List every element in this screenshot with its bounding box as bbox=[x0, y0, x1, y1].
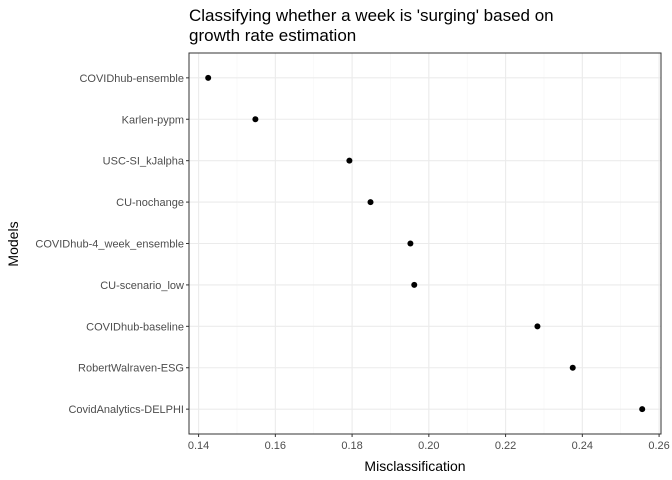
y-tick-label: COVIDhub-baseline bbox=[86, 321, 184, 333]
y-tick-label: CU-scenario_low bbox=[100, 280, 184, 292]
data-point bbox=[367, 199, 374, 206]
data-point bbox=[205, 74, 212, 81]
data-points bbox=[205, 74, 646, 413]
data-point bbox=[639, 406, 646, 413]
data-point bbox=[346, 157, 353, 164]
x-tick-label: 0.26 bbox=[648, 440, 669, 452]
x-tick-label: 0.20 bbox=[418, 440, 439, 452]
x-tick-label: 0.18 bbox=[341, 440, 362, 452]
y-tick-label: USC-SI_kJalpha bbox=[103, 156, 185, 168]
chart-title-line-1: Classifying whether a week is 'surging' … bbox=[189, 6, 554, 25]
y-tick-label: RobertWalraven-ESG bbox=[78, 363, 184, 375]
y-tick-label: CU-nochange bbox=[116, 197, 184, 209]
x-tick-label: 0.24 bbox=[572, 440, 593, 452]
y-axis-label: Models bbox=[5, 221, 21, 266]
data-point bbox=[252, 116, 259, 123]
x-tick-label: 0.22 bbox=[495, 440, 516, 452]
y-tick-label: COVIDhub-4_week_ensemble bbox=[35, 239, 184, 251]
x-axis-label: Misclassification bbox=[364, 458, 465, 474]
y-tick-label: CovidAnalytics-DELPHI bbox=[68, 404, 184, 416]
data-point bbox=[411, 281, 418, 288]
panel-border bbox=[188, 52, 662, 435]
y-axis-tick-labels: COVIDhub-ensemble Karlen-pypm USC-SI_kJalp… bbox=[35, 73, 189, 416]
data-point bbox=[569, 364, 576, 371]
y-tick-label: COVIDhub-ensemble bbox=[79, 73, 184, 85]
x-axis-tick-labels: 0.14 0.16 0.18 0.20 0.22 0.24 0.26 bbox=[188, 434, 670, 452]
x-tick-label: 0.16 bbox=[265, 440, 286, 452]
grid-lines bbox=[189, 53, 661, 434]
data-point bbox=[407, 240, 414, 247]
data-point bbox=[534, 323, 541, 330]
chart-title-line-2: growth rate estimation bbox=[189, 26, 356, 45]
x-tick-label: 0.14 bbox=[188, 440, 209, 452]
y-tick-label: Karlen-pypm bbox=[122, 114, 184, 126]
